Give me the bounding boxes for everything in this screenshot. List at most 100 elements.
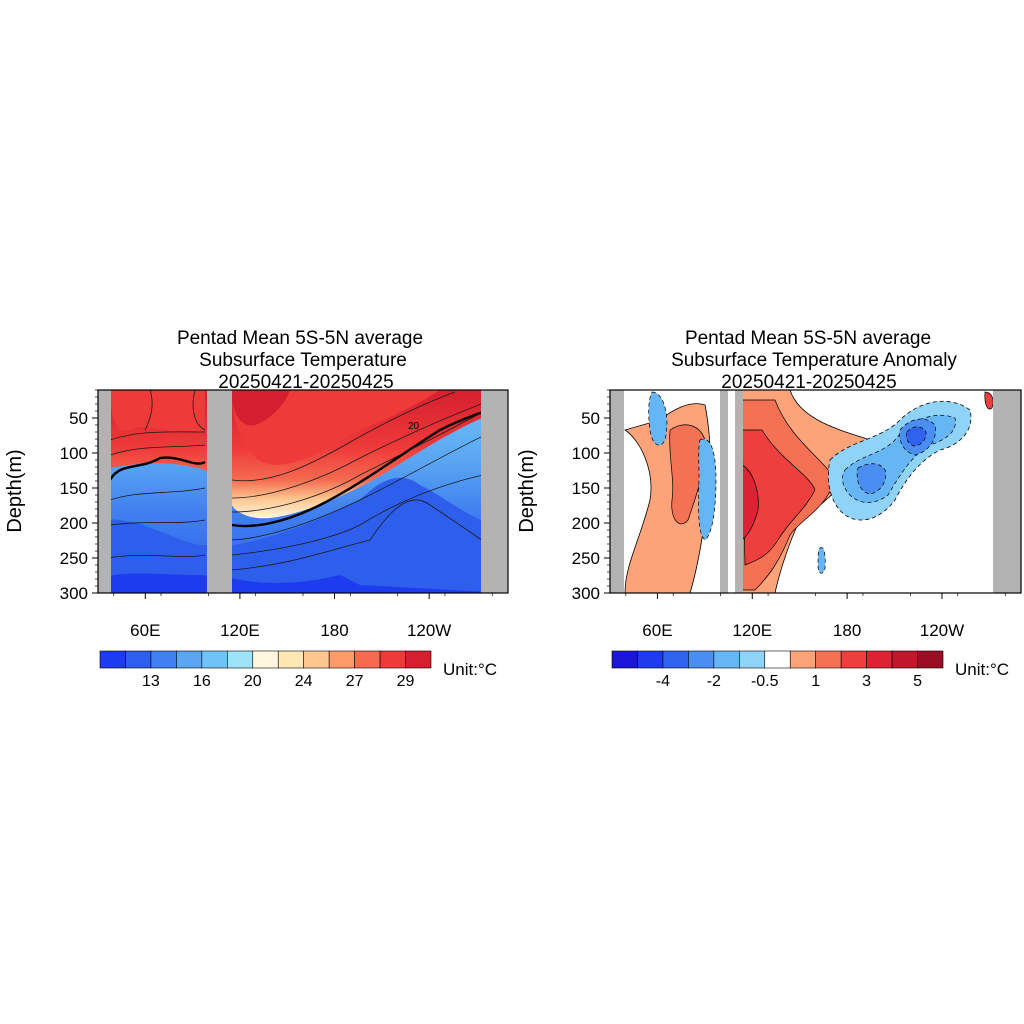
right-colorbar-swatch <box>637 650 664 669</box>
right-negative-small-patch <box>817 547 826 574</box>
left-colorbar-swatch <box>277 650 304 669</box>
left-land-americas <box>481 390 508 593</box>
left-panel: Pentad Mean 5S-5N average Subsurface Tem… <box>4 328 509 690</box>
left-20c-isotherm <box>108 402 508 528</box>
right-y-tick-label: 200 <box>572 514 600 533</box>
right-x-tick-label: 60E <box>642 621 672 640</box>
left-deep-cold-layer <box>98 477 508 593</box>
right-y-tick-label: 100 <box>572 444 600 463</box>
right-colorbar-swatch <box>713 650 740 669</box>
left-deepest-layer <box>98 573 508 593</box>
left-indian-warm <box>110 390 205 433</box>
left-contour-lines <box>98 390 508 571</box>
left-colorbar-swatch <box>227 650 254 669</box>
left-colorbar-swatch <box>379 650 406 669</box>
left-plot-area: 20 <box>98 390 508 593</box>
left-y-tick-label: 150 <box>60 479 88 498</box>
right-x-ticks: 60E 120E 180 120W <box>625 593 1006 640</box>
right-panel: Pentad Mean 5S-5N average Subsurface Tem… <box>516 328 1022 690</box>
right-y-tick-label: 150 <box>572 479 600 498</box>
right-colorbar-unit: Unit:°C <box>955 660 1009 679</box>
left-warm-pool-peak <box>232 390 290 426</box>
left-y-ticks: 50 100 150 200 250 300 <box>60 389 98 603</box>
right-y-axis-label: Depth(m) <box>516 449 538 532</box>
right-colorbar-swatch <box>688 650 715 669</box>
right-y-tick-label: 50 <box>581 409 600 428</box>
left-colorbar-swatch <box>328 650 355 669</box>
right-y-ticks: 50 100 150 200 250 300 <box>572 389 610 603</box>
right-colorbar-swatch <box>662 650 689 669</box>
left-x-tick-label: 60E <box>130 621 160 640</box>
right-plot-area <box>610 390 1021 593</box>
right-positive-west-pacific-core <box>741 464 759 541</box>
left-colorbar-swatch <box>176 650 203 669</box>
right-x-tick-label: 120W <box>920 621 964 640</box>
left-y-tick-label: 50 <box>69 409 88 428</box>
left-colorbar-swatch <box>99 650 126 669</box>
right-negative-indian-west <box>648 391 668 446</box>
left-colorbar-swatch <box>201 650 228 669</box>
left-x-ticks: 60E 120E 180 120W <box>113 593 493 640</box>
right-colorbar-label: 3 <box>862 673 871 690</box>
left-x-tick-label: 120W <box>407 621 451 640</box>
right-land-masks <box>610 390 1021 593</box>
left-colorbar-swatch <box>125 650 152 669</box>
right-y-tick-label: 300 <box>572 584 600 603</box>
right-negative-indian-east <box>698 438 717 541</box>
left-colorbar-unit: Unit:°C <box>443 660 497 679</box>
left-colorbar-label: 24 <box>295 673 313 690</box>
right-colorbar-swatch <box>739 650 766 669</box>
right-land-maritime-b <box>735 390 743 593</box>
left-colorbar-label: 13 <box>142 673 160 690</box>
right-land-africa <box>610 390 624 593</box>
right-land-americas <box>993 390 1021 593</box>
right-colorbar-label: -2 <box>707 673 721 690</box>
right-title-line-2: Subsurface Temperature Anomaly <box>671 350 957 371</box>
left-colorbar: 13 16 20 24 27 29 Unit:°C <box>99 650 497 690</box>
right-land-maritime-a <box>720 390 728 593</box>
left-x-tick-label: 180 <box>320 621 348 640</box>
right-colorbar-label: -4 <box>656 673 670 690</box>
right-negative-dateline-peak <box>906 426 927 447</box>
left-colorbar-swatch <box>405 650 432 669</box>
left-colorbar-label: 20 <box>244 673 262 690</box>
right-colorbar-label: 1 <box>811 673 820 690</box>
left-title-line-3: 20250421-20250425 <box>218 372 393 393</box>
left-colorbar-swatch <box>150 650 177 669</box>
right-colorbar-swatch <box>840 650 867 669</box>
right-positive-indian-2 <box>669 424 706 525</box>
left-land-masks <box>98 390 508 593</box>
right-x-tick-label: 180 <box>833 621 861 640</box>
left-y-tick-label: 250 <box>60 549 88 568</box>
right-colorbar-swatch <box>917 650 944 669</box>
left-y-tick-label: 200 <box>60 514 88 533</box>
left-colorbar-swatch <box>354 650 381 669</box>
left-title-line-2: Subsurface Temperature <box>199 350 407 371</box>
right-title-line-1: Pentad Mean 5S-5N average <box>685 328 931 349</box>
right-positive-west-pacific-3 <box>741 429 816 566</box>
right-colorbar-swatch <box>866 650 893 669</box>
right-colorbar: -4 -2 -0.5 1 3 5 Unit:°C <box>611 650 1009 690</box>
left-warm-pool-core <box>232 390 440 465</box>
right-positive-east-pacific <box>984 391 994 410</box>
left-x-tick-label: 120E <box>220 621 260 640</box>
left-colorbar-label: 29 <box>397 673 415 690</box>
left-colorbar-label: 16 <box>193 673 211 690</box>
left-land-africa <box>98 390 111 593</box>
right-title-line-3: 20250421-20250425 <box>721 372 896 393</box>
left-y-axis-label: Depth(m) <box>4 449 26 532</box>
left-land-maritime-continent <box>207 390 232 593</box>
right-colorbar-swatch <box>815 650 842 669</box>
left-colorbar-swatch <box>252 650 279 669</box>
right-negative-central-pacific-3 <box>856 463 886 495</box>
right-colorbar-label: 5 <box>913 673 922 690</box>
right-colorbar-label: -0.5 <box>751 673 779 690</box>
right-colorbar-swatch <box>789 650 816 669</box>
right-colorbar-swatch <box>764 650 791 669</box>
right-y-tick-label: 250 <box>572 549 600 568</box>
left-colorbar-swatch <box>303 650 330 669</box>
right-colorbar-swatch <box>611 650 638 669</box>
left-colorbar-label: 27 <box>346 673 364 690</box>
left-contour-label-20: 20 <box>408 421 420 432</box>
right-colorbar-swatch <box>891 650 918 669</box>
